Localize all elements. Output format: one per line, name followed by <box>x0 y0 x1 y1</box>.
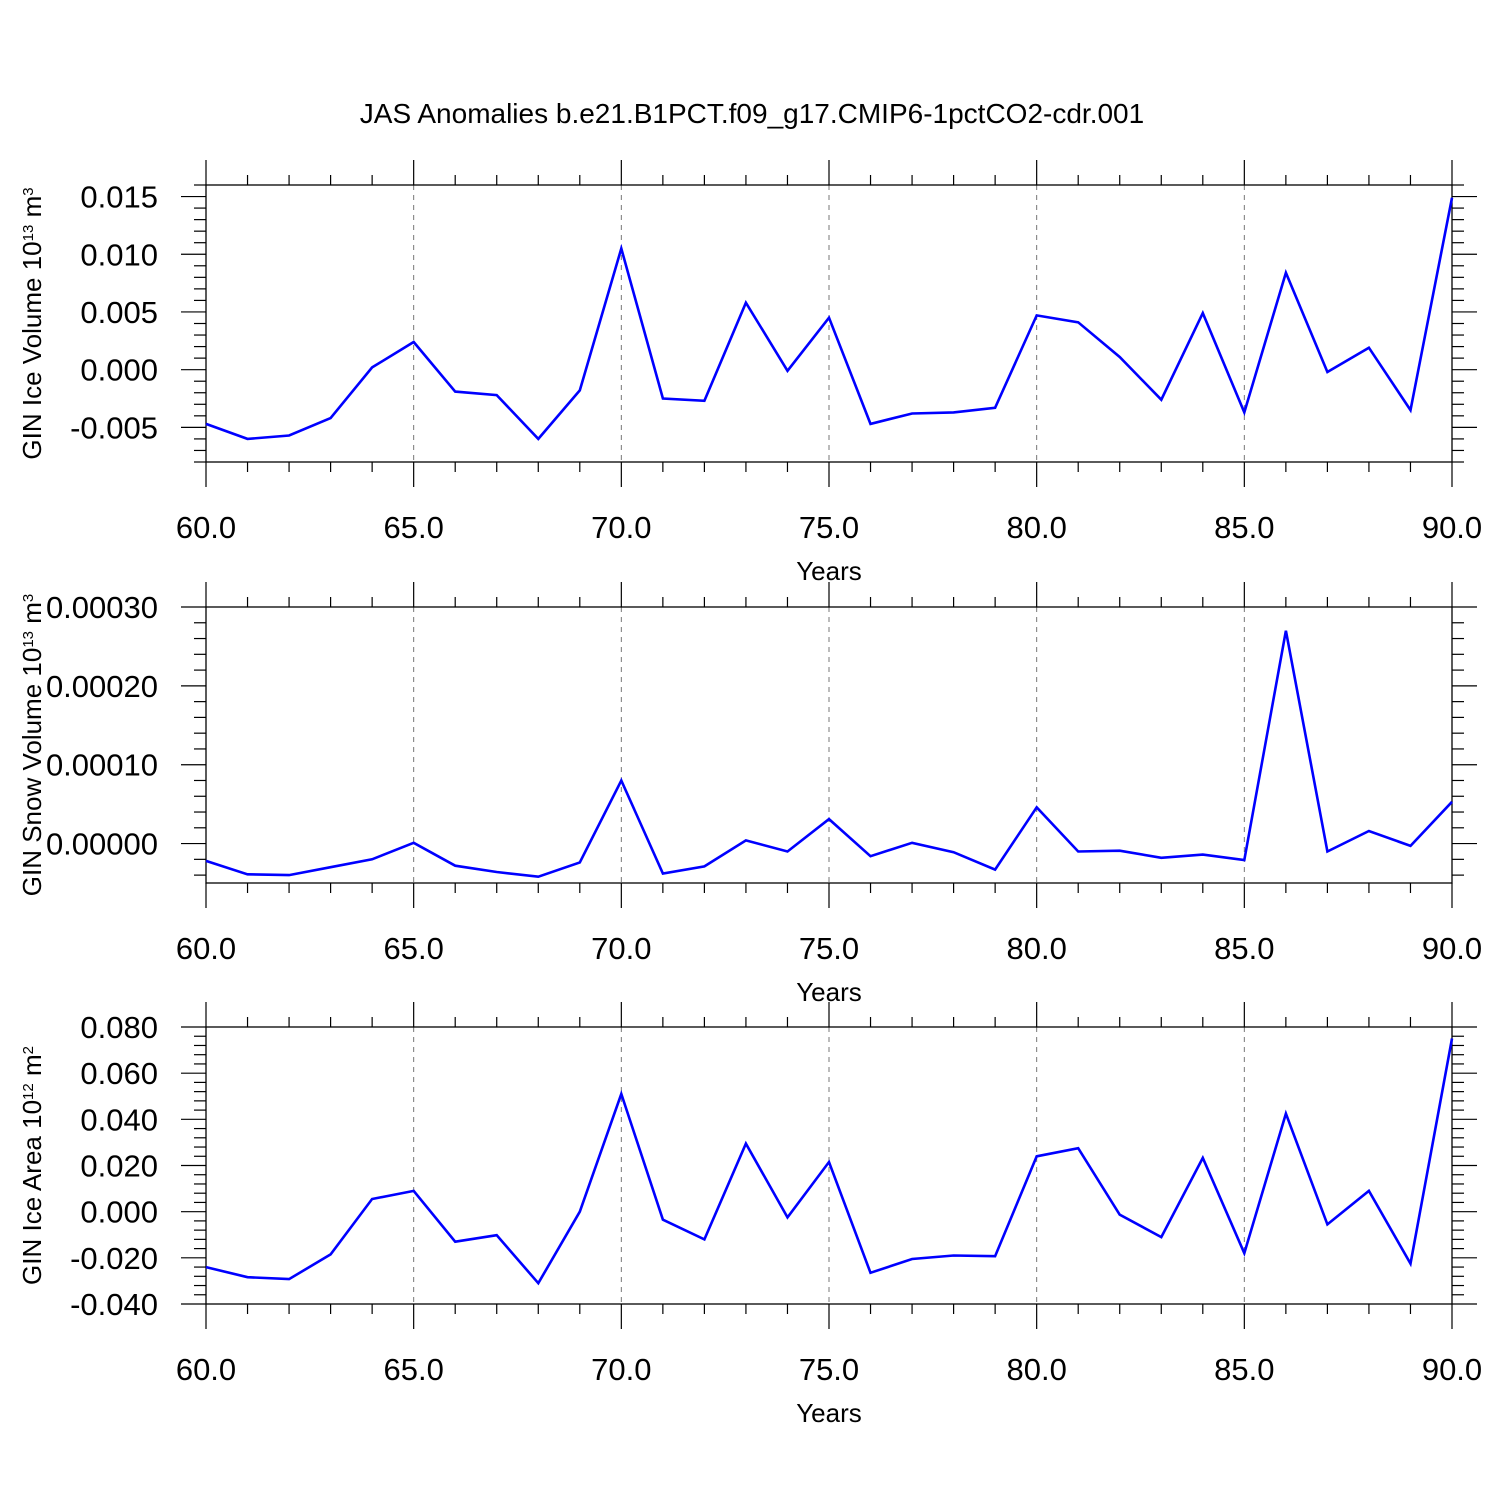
x-axis-title: Years <box>796 556 862 586</box>
y-tick-label: 0.020 <box>80 1149 158 1184</box>
y-tick-label: -0.040 <box>70 1287 158 1322</box>
chart-title: JAS Anomalies b.e21.B1PCT.f09_g17.CMIP6-… <box>360 98 1144 129</box>
x-tick-label: 80.0 <box>1006 1352 1066 1387</box>
series-line <box>205 1038 1454 1286</box>
y-axis-title-text: GIN Ice Volume 10 <box>17 241 47 459</box>
y-tick-label: 0.00020 <box>46 669 158 704</box>
y-tick-label: 0.005 <box>80 295 158 330</box>
y-axis-title: GIN Ice Volume 1013 m3 <box>17 187 47 459</box>
y-axis-title: GIN Snow Volume 1013 m3 <box>17 594 47 897</box>
y-axis-title-superscript: 13 <box>20 225 37 242</box>
x-tick-label: 80.0 <box>1006 931 1066 966</box>
y-axis-title-text: GIN Ice Area 10 <box>17 1100 47 1285</box>
y-tick-label: 0.000 <box>80 1195 158 1230</box>
y-axis-title: GIN Ice Area 1012 m2 <box>17 1046 47 1285</box>
chart-panels: -0.005 0.000 0.005 0.010 0.015 60.0 65.0 70.0 75… <box>17 160 1482 1428</box>
series-line <box>205 630 1453 879</box>
y-axis-title-text: m <box>17 602 47 631</box>
x-tick-label: 85.0 <box>1214 510 1274 545</box>
y-axis-title-text: GIN Snow Volume 10 <box>17 648 47 897</box>
y-tick-label: 0.00030 <box>46 590 158 625</box>
x-tick-label: 75.0 <box>799 1352 859 1387</box>
x-tick-label: 90.0 <box>1422 931 1482 966</box>
chart-panel-2: 0.00000 0.00010 0.00020 0.00030 60.0 65.0 70.0… <box>17 582 1482 1007</box>
y-tick-label: 0.080 <box>80 1010 158 1045</box>
y-tick-label: 0.00010 <box>46 748 158 783</box>
x-tick-label: 80.0 <box>1006 510 1066 545</box>
chart-panel-1: -0.005 0.000 0.005 0.010 0.015 60.0 65.0 70.0 75… <box>17 160 1482 586</box>
x-tick-label: 65.0 <box>383 1352 443 1387</box>
x-tick-label: 65.0 <box>383 931 443 966</box>
y-axis-title-superscript: 3 <box>20 187 37 195</box>
x-tick-label: 70.0 <box>591 1352 651 1387</box>
y-tick-label: -0.005 <box>70 410 158 445</box>
x-tick-label: 70.0 <box>591 510 651 545</box>
y-tick-label: 0.040 <box>80 1102 158 1137</box>
y-tick-label: 0.00000 <box>46 827 158 862</box>
y-tick-label: 0.060 <box>80 1056 158 1091</box>
x-tick-label: 65.0 <box>383 510 443 545</box>
x-tick-label: 90.0 <box>1422 510 1482 545</box>
y-tick-label: 0.015 <box>80 180 158 215</box>
x-tick-label: 75.0 <box>799 510 859 545</box>
x-tick-label: 90.0 <box>1422 1352 1482 1387</box>
y-axis-title-superscript: 2 <box>20 1046 37 1054</box>
y-axis-title-text: m <box>17 1054 47 1083</box>
y-tick-label: 0.010 <box>80 237 158 272</box>
x-tick-label: 60.0 <box>176 1352 236 1387</box>
y-tick-label: -0.020 <box>70 1241 158 1276</box>
x-axis-title: Years <box>796 1398 862 1428</box>
y-axis-title-text: m <box>17 196 47 225</box>
y-axis-title-superscript: 13 <box>20 631 37 648</box>
chart-panel-3: -0.040 -0.020 0.000 0.020 0.040 0.060 0.080 60.… <box>17 1002 1482 1428</box>
x-tick-label: 60.0 <box>176 510 236 545</box>
x-tick-label: 85.0 <box>1214 931 1274 966</box>
series-line <box>205 197 1454 441</box>
x-tick-label: 70.0 <box>591 931 651 966</box>
x-tick-label: 60.0 <box>176 931 236 966</box>
x-tick-label: 85.0 <box>1214 1352 1274 1387</box>
y-axis-title-superscript: 3 <box>20 594 37 602</box>
y-axis-title-superscript: 12 <box>20 1083 37 1100</box>
y-tick-label: 0.000 <box>80 353 158 388</box>
x-tick-label: 75.0 <box>799 931 859 966</box>
